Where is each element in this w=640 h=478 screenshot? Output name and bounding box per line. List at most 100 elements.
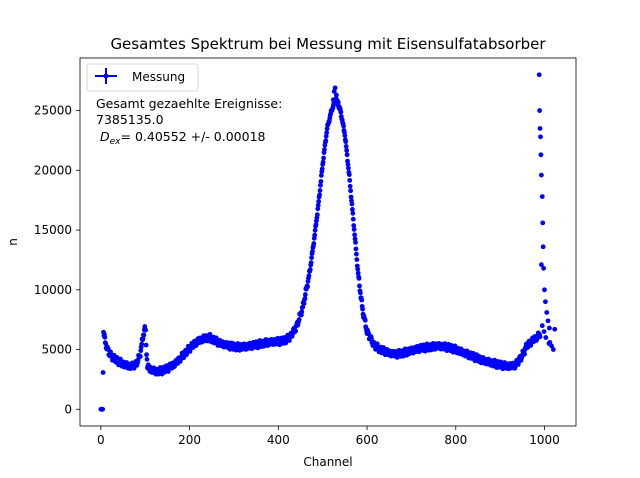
- data-point: [322, 147, 327, 153]
- data-point: [360, 306, 365, 312]
- data-point: [344, 148, 350, 153]
- data-point: [312, 227, 318, 233]
- data-point: [346, 172, 352, 178]
- data-point: [351, 227, 357, 232]
- data-point: [302, 296, 308, 301]
- data-point: [165, 369, 171, 374]
- data-point: [144, 356, 150, 362]
- data-point: [539, 194, 545, 200]
- data-point: [542, 287, 547, 293]
- data-point: [141, 332, 147, 338]
- data-point: [350, 207, 355, 212]
- y-tick-label: 25000: [34, 104, 72, 118]
- data-point: [321, 155, 326, 161]
- data-point: [338, 109, 344, 115]
- data-point: [528, 342, 534, 348]
- data-point: [137, 354, 143, 359]
- data-point: [357, 283, 362, 289]
- y-tick-label: 15000: [34, 223, 72, 237]
- data-point: [310, 249, 315, 254]
- data-point: [143, 342, 149, 348]
- data-point: [538, 152, 544, 158]
- data-point: [522, 351, 527, 357]
- y-tick-label: 20000: [34, 163, 72, 177]
- data-point: [355, 266, 361, 272]
- data-point: [323, 133, 329, 139]
- annotation-line-2: 7385135.0: [96, 112, 164, 127]
- data-point: [343, 139, 349, 145]
- data-point: [317, 188, 323, 193]
- data-point: [187, 349, 193, 354]
- data-point: [537, 126, 543, 131]
- data-point: [354, 257, 360, 263]
- data-point: [102, 334, 108, 340]
- data-point: [541, 265, 547, 271]
- data-point: [369, 336, 374, 341]
- chart-title: Gesamtes Spektrum bei Messung mit Eisens…: [110, 35, 546, 53]
- data-point: [550, 347, 556, 352]
- data-point: [352, 232, 358, 238]
- data-point: [319, 166, 325, 172]
- legend-label-messung: Messung: [132, 70, 185, 84]
- data-point: [335, 99, 341, 105]
- legend-marker-dot: [103, 73, 109, 79]
- y-tick-label: 10000: [34, 283, 72, 297]
- data-point: [353, 246, 359, 252]
- data-point: [355, 270, 361, 276]
- data-point: [312, 232, 318, 238]
- data-point: [544, 310, 550, 315]
- data-point: [347, 177, 353, 183]
- data-point: [100, 406, 106, 412]
- data-point: [331, 89, 337, 94]
- data-point: [296, 317, 302, 322]
- annotation-line-3: Dex= 0.40552 +/- 0.00018: [100, 129, 266, 147]
- data-point: [542, 299, 548, 305]
- data-point: [287, 338, 292, 343]
- data-point: [305, 284, 310, 290]
- data-point: [293, 328, 299, 334]
- data-point: [543, 335, 549, 340]
- data-point: [545, 318, 551, 324]
- annotation-subscript: ex: [110, 137, 122, 147]
- x-tick-label: 600: [356, 433, 379, 447]
- annotation-line-1: Gesamt gezaehlte Ereignisse:: [96, 96, 282, 111]
- data-point: [315, 202, 321, 208]
- data-point: [342, 133, 348, 138]
- x-tick-label: 0: [97, 433, 105, 447]
- data-point: [538, 134, 543, 140]
- data-point: [306, 273, 312, 279]
- plot-frame: [79, 57, 577, 427]
- data-point: [345, 162, 351, 167]
- data-point: [546, 341, 552, 346]
- data-point: [324, 126, 330, 132]
- data-point: [323, 138, 329, 144]
- x-axis-label: Channel: [303, 455, 352, 469]
- legend-box: [86, 63, 199, 92]
- scatter-points: [98, 72, 558, 412]
- data-point: [143, 327, 149, 333]
- annotation-symbol: D: [100, 129, 110, 144]
- data-point: [348, 194, 354, 200]
- data-point: [362, 317, 368, 323]
- data-point: [359, 297, 365, 303]
- data-point: [302, 292, 308, 297]
- legend: Messung: [86, 63, 199, 92]
- data-point: [539, 323, 545, 329]
- data-point: [356, 276, 362, 281]
- y-tick-label: 5000: [41, 343, 72, 357]
- data-point: [334, 92, 339, 98]
- data-point: [536, 72, 542, 78]
- data-point: [540, 244, 546, 250]
- data-point: [357, 290, 363, 296]
- y-axis-label: n: [6, 238, 20, 246]
- data-point: [353, 251, 359, 257]
- data-point: [343, 144, 349, 149]
- y-tick-label: 0: [64, 402, 72, 416]
- data-point: [311, 241, 317, 246]
- data-point: [349, 201, 355, 207]
- data-point: [541, 329, 547, 335]
- data-point: [318, 182, 323, 188]
- x-tick-label: 1000: [529, 433, 560, 447]
- y-axis-ticks: 0 5000 10000 15000 20000 25000: [34, 104, 80, 416]
